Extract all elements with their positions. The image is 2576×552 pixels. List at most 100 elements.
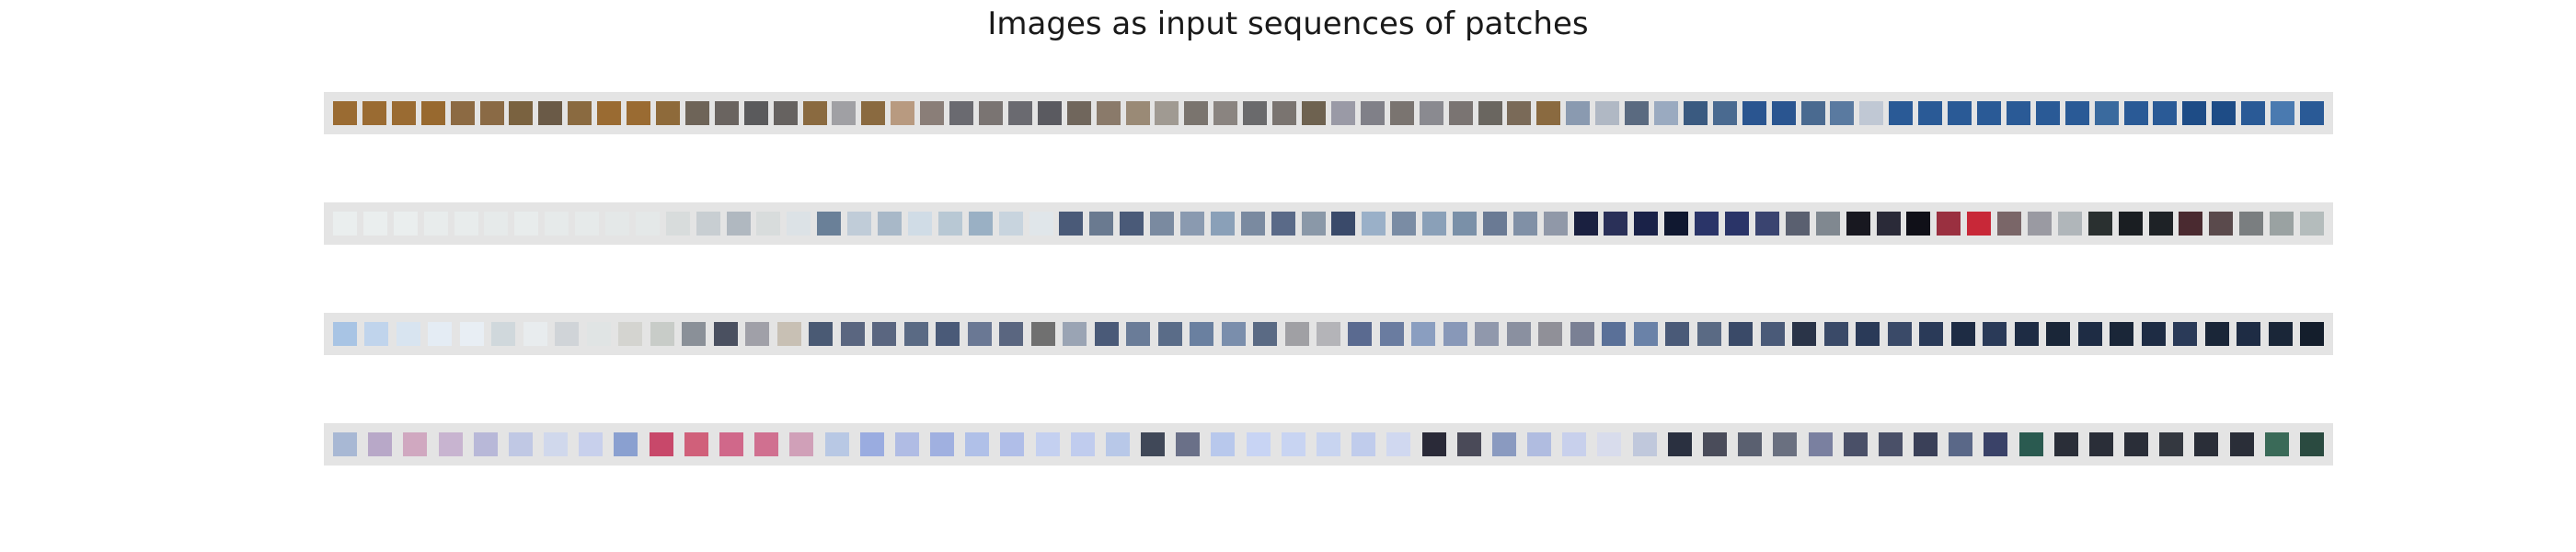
image-patch <box>1856 322 1880 346</box>
image-patch <box>1059 212 1084 236</box>
image-patch <box>1507 101 1532 125</box>
image-patch <box>2179 212 2203 236</box>
image-patch <box>2300 212 2324 236</box>
image-patch <box>756 212 781 236</box>
image-patch <box>936 322 960 346</box>
image-patch <box>1379 322 1404 346</box>
image-patch <box>745 322 770 346</box>
image-patch <box>545 212 569 236</box>
image-patch <box>773 101 798 125</box>
image-patch <box>1754 212 1779 236</box>
image-patch <box>649 432 673 456</box>
image-patch <box>1823 322 1848 346</box>
image-patch <box>920 101 945 125</box>
image-patch <box>998 212 1023 236</box>
image-patch <box>714 101 739 125</box>
image-patch <box>1573 212 1598 236</box>
image-patch <box>979 101 1004 125</box>
image-patch <box>1665 322 1690 346</box>
image-patch <box>2159 432 2184 456</box>
image-patch <box>967 322 992 346</box>
image-patch <box>1456 432 1481 456</box>
image-patch <box>2182 101 2207 125</box>
image-patch <box>1948 101 1972 125</box>
image-patch <box>1362 212 1386 236</box>
image-patch <box>891 101 915 125</box>
patch-sequence-4 <box>324 423 2333 466</box>
image-patch <box>665 212 690 236</box>
image-patch <box>2241 101 2266 125</box>
image-patch <box>1271 212 1295 236</box>
image-patch <box>1037 101 1062 125</box>
image-patch <box>1702 432 1727 456</box>
image-patch <box>1421 432 1446 456</box>
image-patch <box>2118 212 2143 236</box>
image-patch <box>1392 212 1417 236</box>
image-patch <box>473 432 498 456</box>
image-patch <box>1512 212 1537 236</box>
image-patch <box>555 322 580 346</box>
image-patch <box>1302 101 1327 125</box>
figure-title: Images as input sequences of patches <box>987 6 1589 42</box>
image-patch <box>1317 432 1340 456</box>
image-patch <box>1272 101 1297 125</box>
image-patch <box>719 432 743 456</box>
image-patch <box>1632 432 1657 456</box>
image-patch <box>1348 322 1373 346</box>
image-patch <box>1317 322 1340 346</box>
image-patch <box>1906 212 1931 236</box>
image-patch <box>1543 212 1568 236</box>
image-patch <box>1667 432 1692 456</box>
image-patch <box>656 101 680 125</box>
image-patch <box>1419 101 1443 125</box>
image-patch <box>333 212 357 236</box>
image-patch <box>1562 432 1587 456</box>
image-patch <box>1150 212 1175 236</box>
image-patch <box>508 432 533 456</box>
image-patch <box>726 212 751 236</box>
image-patch <box>579 432 604 456</box>
image-patch <box>1738 432 1763 456</box>
image-patch <box>1422 212 1447 236</box>
image-patch <box>965 432 990 456</box>
image-patch <box>1808 432 1833 456</box>
image-patch <box>568 101 592 125</box>
image-patch <box>1570 322 1594 346</box>
image-patch <box>393 212 418 236</box>
image-patch <box>1597 432 1622 456</box>
image-patch <box>1453 212 1477 236</box>
image-patch <box>333 322 357 346</box>
image-patch <box>2064 101 2089 125</box>
image-patch <box>1211 432 1236 456</box>
image-patch <box>509 101 534 125</box>
image-patch <box>2268 322 2293 346</box>
image-patch <box>1066 101 1091 125</box>
image-patch <box>1243 101 1268 125</box>
image-patch <box>428 322 453 346</box>
image-patch <box>903 322 928 346</box>
image-patch <box>1949 432 1973 456</box>
image-patch <box>1785 212 1810 236</box>
image-patch <box>2229 432 2254 456</box>
image-patch <box>1595 101 1620 125</box>
image-patch <box>1602 322 1627 346</box>
image-patch <box>2237 322 2261 346</box>
image-patch <box>1997 212 2022 236</box>
image-patch <box>713 322 738 346</box>
image-patch <box>1889 101 1914 125</box>
image-patch <box>2300 432 2324 456</box>
image-patch <box>861 101 886 125</box>
image-patch <box>1411 322 1436 346</box>
image-patch <box>2300 101 2324 125</box>
image-patch <box>523 322 547 346</box>
image-patch <box>1155 101 1179 125</box>
image-patch <box>333 432 357 456</box>
image-patch <box>787 212 811 236</box>
image-patch <box>362 101 386 125</box>
image-patch <box>1330 101 1355 125</box>
image-patch <box>2027 212 2052 236</box>
image-patch <box>1914 432 1938 456</box>
image-patch <box>2153 101 2178 125</box>
image-patch <box>1712 101 1737 125</box>
image-patch <box>2141 322 2166 346</box>
